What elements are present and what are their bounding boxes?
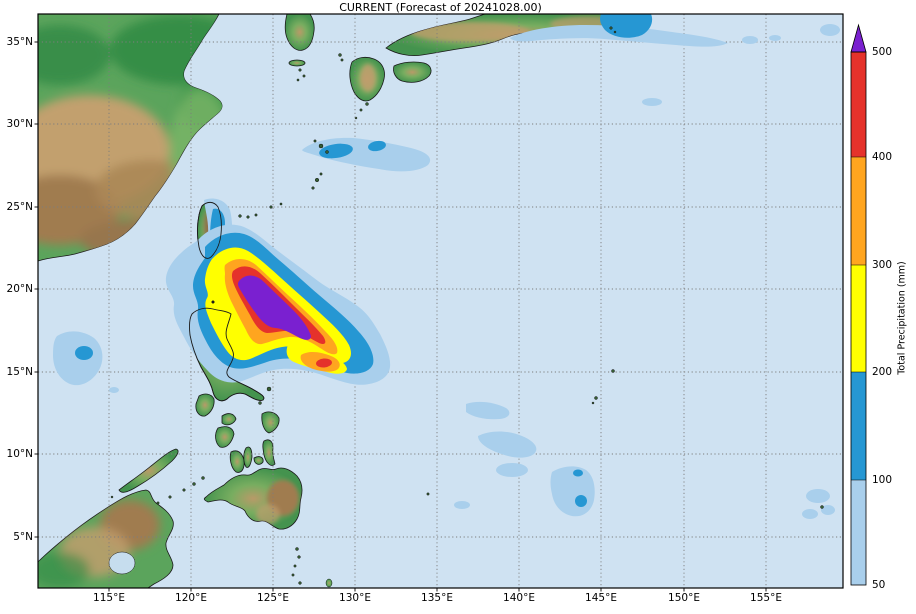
precipitation-overlay: [53, 14, 840, 519]
y-tick-label: 15°N: [6, 366, 33, 378]
x-tick-label: 120°E: [175, 592, 207, 604]
colorbar-seg-200-300: [851, 265, 866, 372]
sulu-island-chain: [110, 476, 205, 505]
y-tick-label: 35°N: [6, 36, 33, 48]
precip-dot-3: [820, 24, 840, 36]
main-system-500mm-core: [237, 275, 311, 340]
landmass-bohol: [253, 456, 264, 465]
precip-dot-1: [742, 36, 758, 44]
colorbar-dividers: [851, 156, 866, 481]
colorbar-tick-label: 300: [872, 259, 893, 271]
y-tick-label: 10°N: [6, 448, 33, 460]
precip-patch-chuuk-mid1: [573, 469, 583, 477]
precip-patch-okinawa-mid1: [319, 143, 353, 159]
precip-patch-okinawa-mid2: [368, 140, 386, 152]
landmass-masbate: [221, 413, 237, 426]
colorbar-seg-100-200: [851, 372, 866, 480]
colorbar-tick-label: 50: [872, 579, 886, 591]
colorbar: [850, 23, 867, 586]
jeju-island: [288, 59, 306, 67]
x-tick-label: 140°E: [503, 592, 535, 604]
secondary-max-400mm: [316, 358, 332, 368]
landmass-shikoku: [393, 61, 432, 83]
landmass-korea: [284, 14, 315, 51]
landmass-samar: [261, 411, 280, 434]
precip-dot-6: [454, 501, 470, 509]
landmass-palawan: [118, 448, 179, 493]
south-islands: [291, 547, 333, 588]
landmass-leyte: [262, 439, 276, 466]
y-tick-label: 30°N: [6, 118, 33, 130]
x-tick-label: 125°E: [257, 592, 289, 604]
landmass-mindoro: [195, 393, 215, 417]
landmass-cebu: [243, 446, 253, 468]
borneo-lake: [108, 551, 136, 575]
precip-patch-scs-light: [53, 331, 103, 386]
precip-patch-caroline-a: [466, 401, 510, 420]
plot-border: [37, 13, 844, 589]
landmass-negros: [229, 450, 245, 473]
japan-small-islands: [296, 53, 369, 120]
colorbar-seg-50-100: [851, 480, 866, 585]
kyushu-terrain-shading: [360, 64, 376, 92]
precip-patch-se1: [806, 489, 830, 503]
x-tick-label: 130°E: [339, 592, 371, 604]
coastline-restrokes: [188, 201, 265, 402]
colorbar-seg-300-400: [851, 157, 866, 265]
precip-patch-scs-mid: [75, 346, 93, 360]
colorbar-tick-label: 400: [872, 151, 893, 163]
colorbar-tick-label: 100: [872, 474, 893, 486]
y-tick-label: 25°N: [6, 201, 33, 213]
x-tick-label: 135°E: [421, 592, 453, 604]
precip-patch-caroline-b: [478, 431, 537, 458]
precip-dot-4: [642, 98, 662, 106]
x-tick-label: 155°E: [750, 592, 782, 604]
x-tick-label: 115°E: [93, 592, 125, 604]
precip-patch-chuuk-mid2: [575, 495, 587, 507]
chart-title: CURRENT (Forecast of 20241028.00): [339, 1, 542, 14]
axis-ticks: [34, 41, 767, 592]
precip-band-japan-mid: [600, 14, 653, 38]
precip-patch-se3: [821, 505, 835, 515]
colorbar-tick-label: 200: [872, 366, 893, 378]
colorbar-tick-label: 500: [872, 46, 893, 58]
precip-patch-se2: [802, 509, 818, 519]
mindanao-terrain-shading: [256, 480, 299, 524]
precip-dot-2: [769, 35, 781, 41]
bicol-islands: [258, 386, 272, 405]
precip-dot-5: [109, 387, 119, 393]
colorbar-outline: [850, 51, 867, 586]
x-tick-label: 145°E: [585, 592, 617, 604]
y-tick-label: 20°N: [6, 283, 33, 295]
islands-over-precip: [211, 26, 824, 509]
colorbar-extend-arrow: [850, 23, 867, 53]
x-tick-label: 150°E: [668, 592, 700, 604]
landmass-panay: [215, 426, 235, 448]
colorbar-title: Total Precipitation (mm): [896, 261, 908, 375]
colorbar-seg-400-500: [851, 52, 866, 157]
precip-patch-caroline-c: [496, 463, 528, 477]
y-tick-label: 5°N: [13, 531, 33, 543]
